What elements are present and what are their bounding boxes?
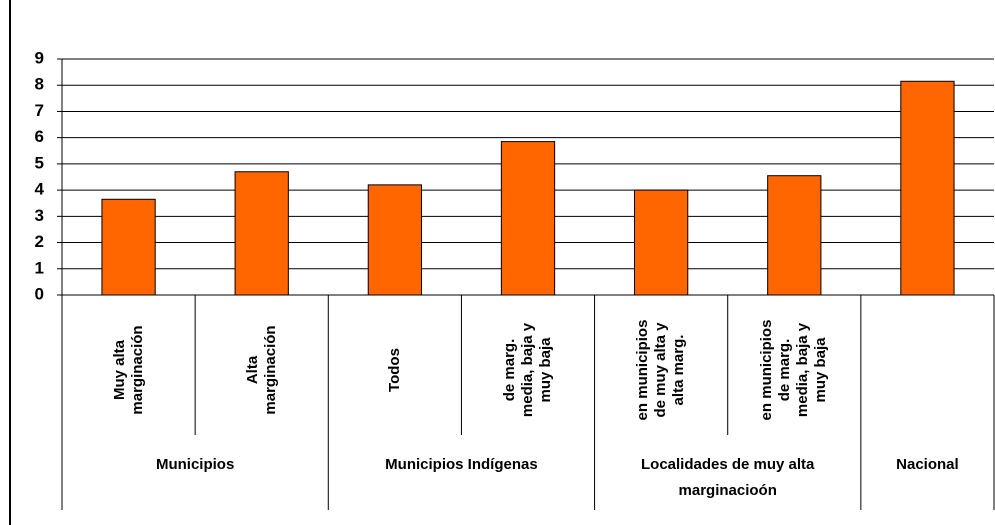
x-tick-label: Todos xyxy=(385,348,403,392)
y-tick-label: 1 xyxy=(35,258,44,277)
x-tick-label: en municipios de marg. media, baja y muy… xyxy=(758,319,830,421)
y-tick-label: 0 xyxy=(35,284,44,303)
group-label: Nacional xyxy=(896,456,959,473)
y-tick-label: 4 xyxy=(35,180,45,199)
y-tick-label: 5 xyxy=(35,153,44,172)
bar xyxy=(634,189,689,296)
bar xyxy=(767,175,822,296)
y-tick-label: 3 xyxy=(35,206,44,225)
x-tick-label: de marg. media, baja y muy baja xyxy=(501,322,554,418)
y-tick-label: 7 xyxy=(35,101,44,120)
y-tick-label: 8 xyxy=(35,75,44,94)
y-tick-label: 9 xyxy=(35,48,44,67)
group-label: Municipios Indígenas xyxy=(385,456,538,473)
bar xyxy=(101,198,156,296)
y-tick-label: 2 xyxy=(35,232,44,251)
x-tick-label: Muy alta marginación xyxy=(110,325,146,415)
bar xyxy=(900,80,955,296)
group-label: Municipios xyxy=(155,456,235,473)
x-tick-label: en municipios de muy alta y alta marg. xyxy=(634,319,688,421)
bar xyxy=(367,184,422,296)
y-tick-label: 6 xyxy=(35,127,44,146)
group-label: Localidades de muy alta marginacioón xyxy=(641,456,815,499)
bar xyxy=(234,171,289,296)
bar xyxy=(500,141,556,296)
x-tick-label: Alta marginación xyxy=(243,325,279,415)
